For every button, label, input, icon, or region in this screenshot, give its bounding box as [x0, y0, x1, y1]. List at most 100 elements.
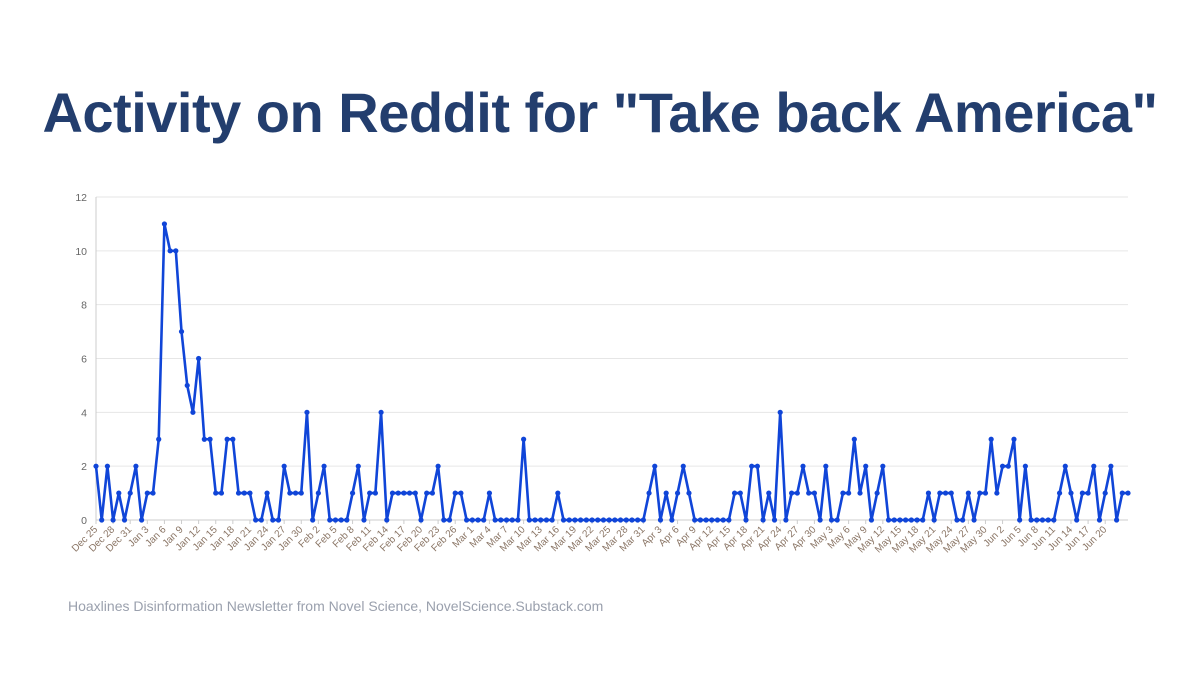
data-point — [304, 409, 310, 415]
data-point — [458, 490, 464, 496]
data-point — [270, 517, 276, 523]
data-point — [161, 221, 168, 227]
data-point — [196, 355, 202, 362]
data-point — [657, 517, 664, 523]
data-point — [578, 517, 584, 523]
data-point — [589, 517, 595, 523]
data-point — [201, 436, 207, 442]
data-point — [298, 490, 304, 496]
data-point — [429, 490, 435, 496]
data-point — [714, 517, 721, 523]
data-point — [754, 463, 760, 469]
page-title: Activity on Reddit for "Take back Americ… — [42, 81, 1158, 144]
data-point — [743, 517, 749, 523]
data-point — [144, 490, 150, 496]
data-point — [549, 517, 555, 523]
data-point — [600, 517, 607, 523]
data-point — [1074, 517, 1080, 523]
data-point — [401, 490, 407, 496]
data-point — [184, 382, 190, 389]
data-point — [703, 517, 709, 523]
data-point — [378, 409, 384, 415]
data-point — [1113, 517, 1120, 523]
data-point — [908, 517, 914, 523]
data-point — [1079, 490, 1085, 496]
data-point — [857, 490, 863, 496]
data-point — [230, 436, 236, 442]
data-point — [789, 490, 795, 496]
data-point — [93, 463, 99, 469]
data-point — [264, 490, 270, 496]
data-point — [441, 517, 447, 523]
data-point — [925, 490, 932, 496]
data-point — [258, 517, 264, 523]
data-point — [167, 248, 173, 254]
data-point — [623, 517, 629, 523]
data-point — [521, 436, 527, 442]
data-point — [389, 490, 396, 496]
data-point — [817, 517, 823, 523]
data-point — [349, 490, 356, 496]
data-point — [1125, 490, 1131, 496]
data-point — [885, 517, 892, 523]
data-point — [173, 248, 179, 254]
data-point — [777, 409, 783, 415]
data-point — [1011, 436, 1017, 442]
data-point — [526, 517, 532, 523]
y-tick-label: 8 — [81, 300, 87, 312]
data-point — [783, 517, 789, 523]
data-point — [760, 517, 766, 523]
source-footer: Hoaxlines Disinformation Newsletter from… — [68, 598, 604, 614]
data-point — [207, 436, 213, 442]
data-point — [635, 517, 641, 523]
data-point — [395, 490, 401, 496]
y-tick-label: 0 — [81, 515, 87, 527]
data-point — [920, 517, 926, 523]
data-point — [834, 517, 840, 523]
data-point — [1068, 490, 1074, 496]
data-point — [116, 490, 122, 496]
data-point — [942, 490, 949, 496]
data-point — [543, 517, 550, 523]
data-point — [999, 463, 1006, 469]
data-point — [452, 490, 458, 496]
data-point — [994, 490, 1000, 496]
data-point — [104, 463, 111, 469]
data-point — [1022, 463, 1028, 469]
data-point — [606, 517, 612, 523]
data-point — [663, 490, 669, 496]
series-points-layer — [93, 221, 1131, 523]
data-point — [1056, 490, 1063, 496]
series-line-layer — [94, 222, 1130, 522]
data-point — [275, 517, 282, 523]
data-point — [982, 490, 989, 496]
data-point — [555, 490, 561, 496]
data-point — [321, 463, 327, 469]
y-tick-label: 12 — [75, 192, 87, 204]
data-point — [241, 490, 247, 496]
data-point — [794, 490, 800, 496]
data-point — [897, 517, 903, 523]
data-point — [960, 517, 966, 523]
data-point — [828, 517, 835, 523]
data-point — [532, 517, 538, 523]
data-point — [937, 490, 943, 496]
data-point — [1096, 517, 1103, 523]
data-point — [235, 490, 242, 496]
data-point — [464, 517, 470, 523]
data-point — [766, 490, 772, 496]
data-point — [840, 490, 846, 496]
data-point — [612, 517, 618, 523]
data-point — [344, 517, 350, 523]
data-point — [566, 517, 572, 523]
data-point — [481, 517, 487, 523]
data-point — [851, 436, 857, 442]
data-point — [560, 517, 567, 523]
data-point — [1034, 517, 1040, 523]
data-point — [332, 517, 339, 523]
data-point — [110, 517, 116, 523]
data-point — [686, 490, 692, 496]
data-point — [891, 517, 897, 523]
data-point — [697, 517, 703, 523]
